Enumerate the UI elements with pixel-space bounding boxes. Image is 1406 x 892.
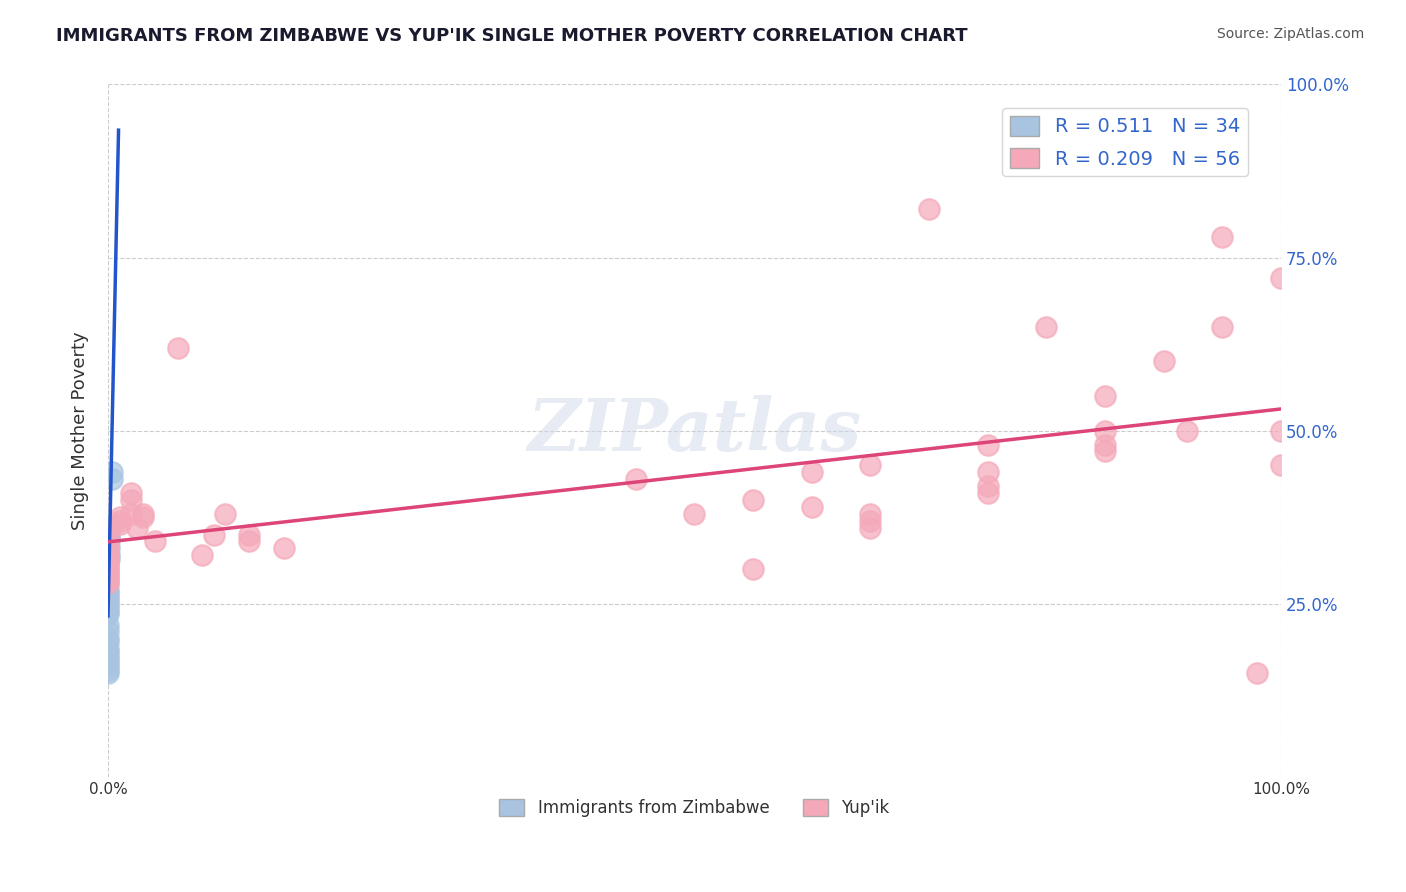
Point <box>742 492 765 507</box>
Point <box>97 652 120 666</box>
Point <box>97 635 120 649</box>
Point <box>97 624 120 639</box>
Point <box>1094 389 1116 403</box>
Point <box>97 573 120 587</box>
Point <box>800 465 823 479</box>
Point <box>97 534 120 549</box>
Point <box>859 458 882 473</box>
Point <box>97 645 120 659</box>
Point <box>98 534 121 549</box>
Point <box>97 569 120 583</box>
Point <box>98 531 121 545</box>
Point <box>1094 424 1116 438</box>
Point <box>97 656 120 670</box>
Legend: Immigrants from Zimbabwe, Yup'ik: Immigrants from Zimbabwe, Yup'ik <box>494 792 896 824</box>
Point <box>859 514 882 528</box>
Point <box>683 507 706 521</box>
Point <box>167 341 190 355</box>
Point <box>120 486 142 500</box>
Point <box>214 507 236 521</box>
Point <box>977 486 1000 500</box>
Point <box>97 659 120 673</box>
Point <box>143 534 166 549</box>
Point <box>97 590 120 604</box>
Point <box>1270 458 1292 473</box>
Point <box>977 479 1000 493</box>
Point <box>859 520 882 534</box>
Point <box>97 549 120 563</box>
Point <box>97 597 120 611</box>
Point <box>918 202 941 216</box>
Point <box>108 510 131 524</box>
Point <box>120 507 142 521</box>
Point <box>97 641 120 656</box>
Point <box>97 576 120 591</box>
Point <box>1246 665 1268 680</box>
Point <box>98 527 121 541</box>
Point <box>97 607 120 622</box>
Point <box>97 604 120 618</box>
Point <box>1035 319 1057 334</box>
Point <box>97 665 120 680</box>
Point <box>1153 354 1175 368</box>
Point <box>97 569 120 583</box>
Point <box>97 555 120 569</box>
Point <box>120 492 142 507</box>
Point <box>624 472 647 486</box>
Point <box>97 555 120 569</box>
Point <box>98 541 121 556</box>
Point <box>132 510 155 524</box>
Point <box>977 465 1000 479</box>
Point <box>100 465 122 479</box>
Point <box>100 472 122 486</box>
Point <box>98 520 121 534</box>
Y-axis label: Single Mother Poverty: Single Mother Poverty <box>72 331 89 530</box>
Point <box>97 576 120 591</box>
Point <box>238 534 260 549</box>
Point <box>238 527 260 541</box>
Point <box>97 648 120 663</box>
Point <box>742 562 765 576</box>
Point <box>132 507 155 521</box>
Point <box>97 541 120 556</box>
Point <box>97 562 120 576</box>
Text: IMMIGRANTS FROM ZIMBABWE VS YUP'IK SINGLE MOTHER POVERTY CORRELATION CHART: IMMIGRANTS FROM ZIMBABWE VS YUP'IK SINGL… <box>56 27 967 45</box>
Point <box>97 551 120 566</box>
Point <box>202 527 225 541</box>
Point <box>1175 424 1198 438</box>
Point <box>127 520 149 534</box>
Point <box>97 663 120 677</box>
Point <box>98 551 121 566</box>
Point <box>1270 424 1292 438</box>
Point <box>97 617 120 632</box>
Point <box>1094 437 1116 451</box>
Point <box>1270 271 1292 285</box>
Point <box>97 582 120 597</box>
Point <box>800 500 823 514</box>
Point <box>97 600 120 615</box>
Point <box>1211 319 1233 334</box>
Point <box>97 524 120 538</box>
Point <box>859 507 882 521</box>
Point <box>97 562 120 576</box>
Point <box>108 514 131 528</box>
Text: ZIPatlas: ZIPatlas <box>527 395 862 467</box>
Point <box>97 586 120 600</box>
Point <box>1094 444 1116 458</box>
Point <box>98 549 121 563</box>
Point <box>273 541 295 556</box>
Point <box>1211 229 1233 244</box>
Point <box>97 632 120 646</box>
Point <box>97 566 120 580</box>
Point <box>977 437 1000 451</box>
Point <box>108 517 131 532</box>
Point <box>97 558 120 573</box>
Point <box>191 549 214 563</box>
Point <box>97 593 120 607</box>
Point <box>97 549 120 563</box>
Text: Source: ZipAtlas.com: Source: ZipAtlas.com <box>1216 27 1364 41</box>
